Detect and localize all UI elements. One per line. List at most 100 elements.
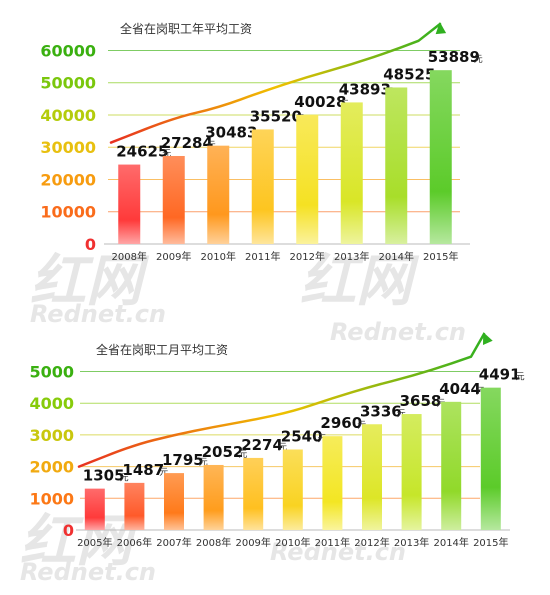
y-tick-label: 40000: [40, 106, 96, 125]
data-label: 1487: [122, 461, 164, 479]
data-label-unit: 元: [159, 468, 168, 478]
trend-arrow-head: [435, 22, 447, 35]
x-tick-label: 2015年: [423, 250, 458, 263]
y-tick-label: 60000: [40, 41, 96, 60]
data-label: 2052: [202, 443, 244, 461]
data-label: 2960: [320, 414, 362, 432]
annual-salary-chart: 全省在岗职工年平均工资 0 10000 20000 30000 40000 50000 600…: [40, 21, 482, 263]
watermark-text: Rednet.cn: [20, 558, 156, 586]
y-tick-label: 4000: [29, 394, 74, 413]
bar: [385, 87, 408, 244]
x-tick-label: 2013年: [394, 536, 429, 549]
y-tick-label: 50000: [40, 74, 96, 93]
watermark-text: Rednet.cn: [30, 300, 166, 328]
data-label-unit: 元: [318, 434, 327, 444]
bar: [441, 401, 462, 530]
bar: [296, 114, 319, 245]
y-tick-label: 5000: [29, 363, 74, 382]
y-tick-label: 10000: [40, 203, 96, 222]
bar: [480, 387, 501, 530]
data-label-unit: 元: [238, 450, 247, 460]
data-label: 53889: [428, 48, 480, 66]
data-label: 2274: [241, 436, 283, 454]
x-tick-label: 2014年: [379, 250, 414, 263]
data-label: 30483: [205, 124, 257, 142]
y-tick-label: 0: [85, 235, 96, 254]
bar: [322, 436, 343, 530]
x-tick-label: 2009年: [235, 536, 270, 549]
y-tick-label: 3000: [29, 426, 74, 445]
x-tick-label: 2008年: [112, 250, 147, 263]
x-tick-label: 2010年: [275, 536, 310, 549]
data-label: 43893: [339, 80, 391, 98]
bar: [251, 129, 274, 244]
bar: [429, 70, 452, 244]
x-tick-label: 2014年: [433, 536, 468, 549]
data-label: 3658: [400, 392, 442, 410]
x-tick-label: 2009年: [156, 250, 191, 263]
data-label: 27284: [161, 134, 213, 152]
watermark-text: 红网: [20, 509, 140, 574]
y-tick-label: 20000: [40, 170, 96, 189]
y-tick-label: 1000: [29, 489, 74, 508]
data-label: 35520: [250, 107, 302, 125]
data-label-unit: 元: [476, 387, 485, 397]
data-label: 4491: [479, 366, 521, 384]
watermark-text: 红网: [30, 249, 150, 314]
data-label: 40028: [294, 93, 346, 111]
data-label: 24625: [116, 143, 168, 161]
x-tick-label: 2013年: [334, 250, 369, 263]
bar: [84, 488, 105, 530]
y-tick-label: 2000: [29, 458, 74, 477]
bar: [243, 457, 264, 530]
data-label: 3336: [360, 402, 402, 420]
data-label: 2540: [281, 427, 323, 445]
x-tick-label: 2005年: [77, 536, 112, 549]
x-tick-label: 2012年: [290, 250, 325, 263]
x-tick-label: 2008年: [196, 536, 231, 549]
bar: [162, 155, 185, 244]
bar: [203, 464, 224, 530]
data-label-unit: 元: [397, 409, 406, 419]
trend-arrow-head: [483, 332, 493, 345]
bar: [340, 102, 363, 245]
y-tick-label: 0: [63, 521, 74, 540]
x-tick-label: 2006年: [117, 536, 152, 549]
data-label-unit: 元: [278, 443, 287, 453]
data-label-unit: 元: [516, 373, 525, 383]
data-label-unit: 元: [199, 458, 208, 468]
trend-line: [109, 22, 442, 144]
watermark-text: Rednet.cn: [270, 538, 406, 566]
bar: [282, 449, 303, 530]
bar: [124, 482, 145, 530]
y-tick-label: 30000: [40, 138, 96, 157]
bar: [207, 145, 230, 244]
x-tick-label: 2010年: [201, 250, 236, 263]
chart-title: 全省在岗职工年平均工资: [120, 21, 252, 36]
data-label-unit: 元: [162, 150, 171, 160]
x-tick-label: 2011年: [315, 536, 350, 549]
data-label: 4044: [439, 380, 481, 398]
bar: [362, 424, 382, 530]
data-label-unit: 元: [474, 55, 483, 65]
x-tick-label: 2012年: [354, 536, 389, 549]
data-label-unit: 元: [357, 421, 366, 431]
x-tick-label: 2007年: [156, 536, 191, 549]
bar: [164, 473, 184, 530]
trend-line: [77, 332, 486, 468]
monthly-salary-chart: 全省在岗职工月平均工资0100020003000400050001305元200…: [29, 332, 525, 549]
data-label: 1305: [83, 467, 125, 485]
x-tick-label: 2015年: [473, 536, 508, 549]
bar: [401, 414, 422, 530]
data-label: 48525: [383, 65, 435, 83]
data-label-unit: 元: [120, 474, 129, 484]
x-tick-label: 2011年: [245, 250, 280, 263]
data-label: 1795: [162, 451, 204, 469]
watermark-text: 红网: [300, 249, 420, 314]
bar: [118, 164, 141, 244]
data-label-unit: 元: [436, 399, 445, 409]
chart-title: 全省在岗职工月平均工资: [96, 342, 228, 357]
